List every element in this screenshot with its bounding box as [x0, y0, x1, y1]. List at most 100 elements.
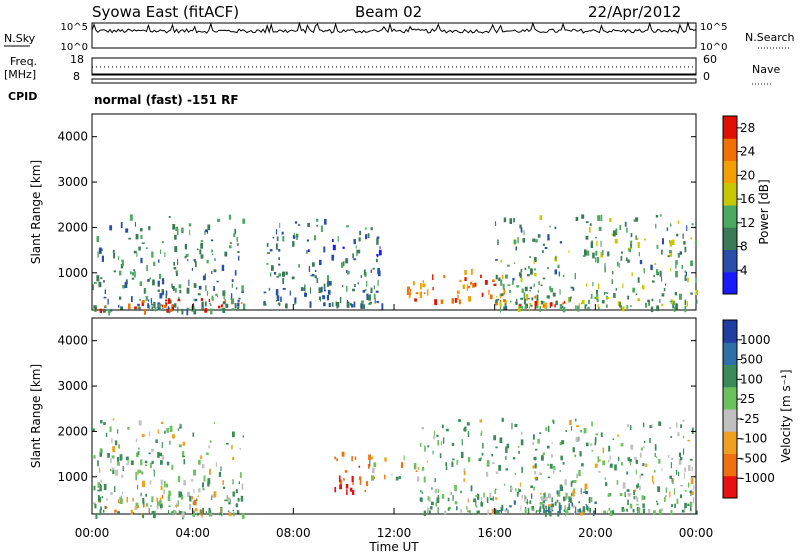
echo-cell — [421, 491, 424, 494]
echo-cell — [489, 492, 492, 499]
echo-cell — [398, 476, 401, 480]
echo-cell — [612, 438, 614, 440]
echo-cell — [466, 506, 468, 510]
echo-cell — [606, 297, 610, 299]
echo-cell — [608, 445, 611, 452]
echo-cell — [182, 451, 185, 458]
echo-cell — [200, 254, 204, 259]
echo-cell — [578, 470, 581, 477]
echo-cell — [114, 440, 118, 446]
echo-cell — [559, 470, 561, 472]
echo-cell — [692, 497, 695, 504]
y-tick-label: 3000 — [57, 379, 88, 393]
echo-cell — [231, 444, 233, 450]
echo-cell — [423, 292, 426, 295]
nave-label: Nave — [752, 63, 780, 76]
echo-cell — [689, 501, 693, 507]
echo-cell — [556, 499, 558, 503]
echo-cell — [136, 252, 138, 257]
echo-cell — [292, 235, 296, 239]
echo-cell — [364, 227, 367, 230]
echo-cell — [375, 290, 379, 293]
echo-cell — [687, 277, 689, 283]
echo-cell — [131, 272, 134, 276]
echo-cell — [684, 506, 686, 510]
echo-cell — [378, 249, 382, 256]
echo-cell — [211, 295, 214, 301]
echo-cell — [104, 505, 107, 509]
echo-cell — [232, 431, 235, 438]
echo-cell — [93, 455, 96, 459]
echo-cell — [357, 249, 361, 254]
echo-cell — [657, 486, 661, 492]
echo-cell — [114, 509, 117, 513]
echo-cell — [314, 235, 316, 241]
echo-cell — [572, 447, 575, 453]
y-tick-label: 4000 — [57, 334, 88, 348]
echo-cell — [544, 492, 546, 498]
echo-cell — [339, 296, 342, 304]
echo-cell — [194, 298, 198, 302]
echo-cell — [433, 435, 436, 440]
echo-cell — [105, 506, 108, 509]
echo-cell — [459, 279, 462, 283]
echo-cell — [568, 297, 571, 302]
colorbar-frame — [722, 115, 738, 295]
noise-strip-frame — [91, 22, 697, 49]
echo-cell — [549, 463, 553, 469]
echo-cell — [182, 441, 186, 446]
echo-cell — [617, 434, 619, 437]
echo-cell — [540, 505, 542, 509]
echo-cell — [156, 497, 158, 502]
x-tick-label: 00:00 — [75, 526, 110, 540]
echo-cell — [161, 455, 164, 460]
echo-cell — [134, 306, 137, 310]
echo-cell — [186, 287, 190, 294]
echo-cell — [618, 456, 620, 462]
echo-cell — [384, 457, 387, 462]
echo-cell — [513, 218, 515, 223]
echo-cell — [637, 483, 639, 488]
echo-cell — [359, 230, 362, 236]
echo-cell — [451, 442, 455, 446]
echo-cell — [100, 506, 102, 511]
echo-cell — [568, 496, 571, 503]
echo-cell — [498, 509, 502, 512]
echo-cell — [503, 217, 507, 223]
echo-cell — [536, 510, 539, 512]
colorbar-segment — [723, 431, 737, 454]
echo-cell — [555, 255, 557, 261]
colorbar-segment — [723, 249, 737, 273]
echo-cell — [138, 420, 142, 426]
echo-cell — [99, 485, 102, 492]
echo-cell — [519, 482, 521, 487]
echo-cell — [220, 308, 224, 312]
echo-cell — [612, 271, 614, 275]
echo-cell — [627, 259, 630, 263]
echo-cell — [267, 252, 270, 254]
echo-cell — [148, 507, 151, 514]
echo-cell — [531, 297, 534, 301]
echo-cell — [540, 300, 544, 305]
echo-cell — [693, 485, 695, 491]
echo-cell — [213, 269, 217, 273]
echo-cell — [275, 289, 279, 296]
echo-cell — [213, 286, 215, 291]
echo-cell — [353, 258, 357, 261]
echo-cell — [462, 284, 465, 289]
echo-cell — [669, 475, 672, 479]
echo-cell — [276, 275, 279, 278]
echo-cell — [670, 267, 672, 272]
echo-cell — [98, 281, 102, 288]
velocity-colorbar-tick-label: -500 — [740, 451, 767, 465]
echo-cell — [653, 275, 655, 278]
echo-cell — [596, 296, 599, 299]
echo-cell — [615, 288, 617, 291]
echo-cell — [231, 279, 234, 283]
echo-cell — [567, 507, 571, 510]
echo-cell — [326, 281, 330, 287]
echo-cell — [281, 231, 284, 235]
echo-cell — [285, 303, 288, 309]
echo-cell — [675, 470, 678, 475]
echo-cell — [316, 278, 319, 283]
